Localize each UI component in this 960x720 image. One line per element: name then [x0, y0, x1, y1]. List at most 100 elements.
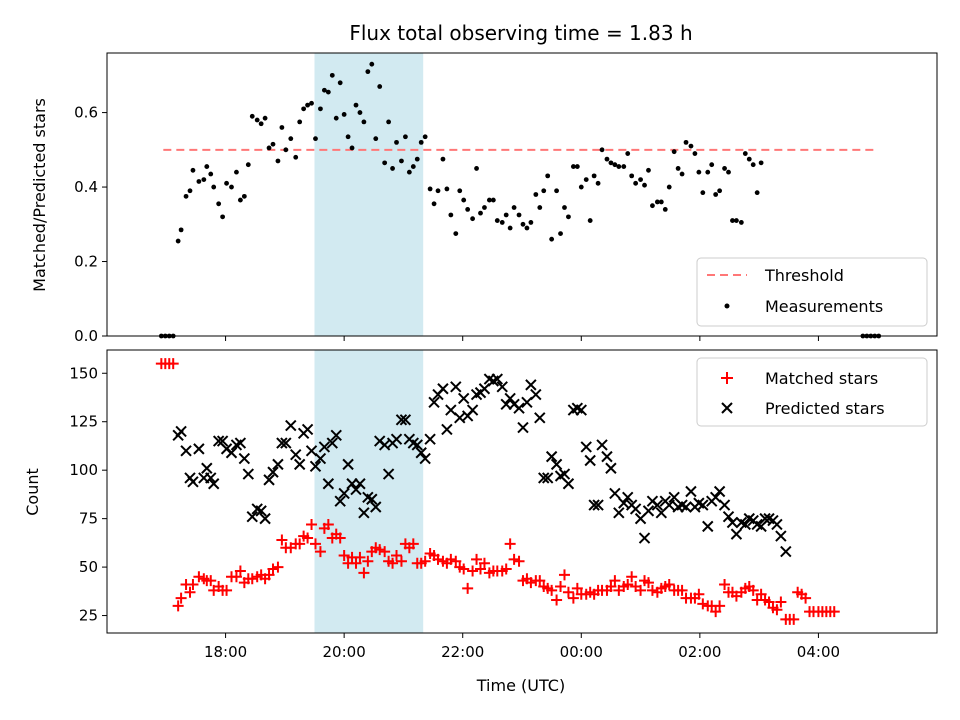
ratio-panel: 0.0 0.2 0.4 0.6 Matched/Predicted stars Thr… — [30, 52, 938, 345]
measurement-point — [262, 115, 268, 121]
matched-star-marker — [571, 582, 583, 594]
measurement-point — [377, 84, 383, 89]
measurement-point — [511, 205, 517, 210]
measurement-point — [406, 169, 412, 175]
measurement-point — [341, 112, 347, 117]
y-tick-label: 0.6 — [74, 104, 98, 122]
measurement-point — [549, 236, 555, 242]
predicted-star-marker — [180, 445, 192, 457]
measurement-point — [516, 212, 522, 218]
matched-star-marker — [246, 573, 258, 585]
measurement-point — [629, 173, 635, 179]
measurement-point — [422, 134, 428, 140]
ratio-legend-box — [696, 257, 928, 327]
matched-star-marker — [419, 555, 431, 567]
measurement-point — [357, 110, 363, 115]
measurement-point — [293, 154, 299, 160]
matched-star-marker — [626, 571, 638, 583]
matched-star-marker — [800, 592, 812, 604]
predicted-star-marker — [290, 448, 302, 461]
matched-star-marker — [771, 604, 783, 616]
predicted-star-marker — [280, 437, 292, 449]
measurement-point — [390, 166, 395, 171]
measurement-point — [373, 136, 379, 142]
predicted-star-marker — [322, 478, 335, 490]
matched-star-marker — [567, 592, 579, 604]
predicted-star-marker — [399, 414, 412, 426]
predicted-star-marker — [216, 435, 229, 447]
measurement-point — [738, 220, 744, 225]
count-legend: Matched stars Predicted stars — [696, 357, 928, 427]
matched-star-marker — [755, 588, 767, 600]
measurement-point — [204, 164, 210, 169]
predicted-star-marker — [513, 402, 525, 414]
predicted-star-marker — [276, 437, 288, 449]
predicted-star-marker — [366, 493, 378, 505]
predicted-star-marker — [267, 466, 279, 478]
count-y-label: Count — [23, 468, 42, 516]
measurement-point — [570, 164, 576, 169]
measurement-point — [399, 158, 404, 164]
matched-star-marker — [605, 580, 617, 592]
predicted-star-marker — [651, 499, 664, 511]
matched-star-marker — [710, 606, 722, 618]
matched-star-marker — [500, 563, 512, 575]
predicted-star-marker — [411, 439, 423, 451]
measurement-point — [566, 214, 571, 220]
legend-matched-label: Matched stars — [765, 369, 878, 388]
matched-star-marker — [432, 553, 444, 565]
predicted-star-marker — [697, 499, 709, 511]
y-tick-label: 100 — [69, 461, 98, 479]
measurement-point — [654, 199, 660, 205]
matched-star-marker — [374, 544, 386, 556]
predicted-star-marker — [390, 433, 403, 445]
chart-title: Flux total observing time = 1.83 h — [349, 21, 692, 45]
matched-star-marker — [338, 549, 350, 561]
predicted-star-marker — [193, 443, 205, 455]
measurement-point — [750, 162, 756, 168]
matched-star-marker — [395, 555, 407, 567]
predicted-star-marker — [450, 381, 462, 393]
measurement-point — [524, 225, 530, 231]
y-tick-label: 0.0 — [74, 327, 98, 345]
predicted-star-marker — [272, 458, 284, 471]
count-axes-frame — [106, 349, 938, 634]
matched-star-marker — [635, 584, 647, 596]
measurement-point — [537, 205, 543, 210]
ratio-axes-frame — [106, 52, 938, 337]
ratio-highlight-span — [314, 53, 424, 336]
predicted-star-marker — [259, 512, 271, 525]
measurement-point — [453, 231, 459, 236]
count-y-axis: 25 50 75 100 125 150 — [69, 364, 107, 625]
predicted-star-marker — [530, 388, 542, 401]
x-axis-label: Time (UTC) — [476, 676, 565, 695]
matched-star-marker — [719, 579, 731, 591]
predicted-star-marker — [713, 485, 726, 498]
matched-star-marker — [642, 577, 654, 589]
measurement-point — [382, 160, 388, 166]
predicted-star-marker — [780, 545, 792, 558]
predicted-star-marker — [541, 472, 554, 484]
measurement-point — [541, 188, 547, 194]
matched-star-marker — [407, 538, 419, 550]
measurement-point — [345, 134, 351, 140]
measurement-point — [283, 147, 289, 153]
matched-star-marker — [314, 546, 326, 558]
predicted-star-marker — [504, 392, 516, 405]
matched-star-marker — [693, 588, 705, 600]
matched-star-marker — [478, 557, 490, 569]
measurement-point — [190, 167, 196, 173]
predicted-star-marker — [730, 528, 743, 540]
matched-star-marker — [622, 579, 634, 591]
measurement-point — [403, 134, 408, 140]
measurement-point — [297, 119, 303, 125]
measurement-point — [574, 164, 580, 169]
measurement-point — [325, 89, 331, 95]
measurement-point — [365, 69, 371, 75]
predicted-star-marker — [201, 462, 213, 474]
predicted-star-marker — [334, 495, 346, 507]
predicted-star-marker — [642, 505, 655, 517]
measurement-point — [275, 158, 281, 164]
matched-star-marker — [663, 579, 675, 591]
